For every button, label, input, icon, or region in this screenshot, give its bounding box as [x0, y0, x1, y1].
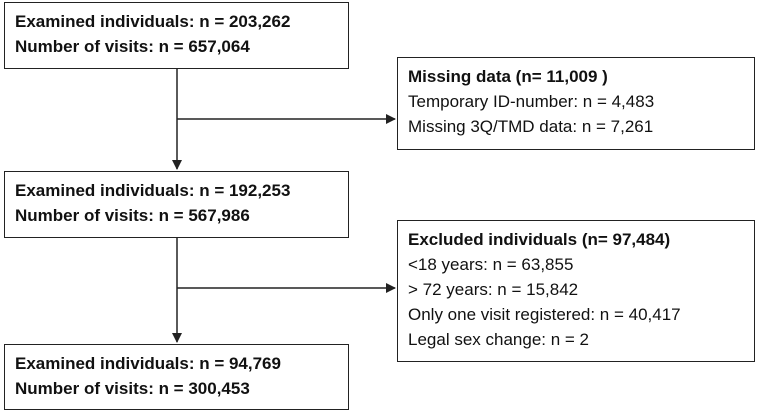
- examined-individuals-final: Examined individuals: n = 94,769: [15, 354, 281, 373]
- examined-box-after-missing: Examined individuals: n = 192,253 Number…: [4, 171, 349, 238]
- number-of-visits-initial: Number of visits: n = 657,064: [15, 37, 250, 56]
- missing-data-box: Missing data (n= 11,009 ) Temporary ID-n…: [397, 57, 755, 150]
- excluded-box: Excluded individuals (n= 97,484) <18 yea…: [397, 220, 755, 362]
- missing-item: Missing 3Q/TMD data: n = 7,261: [408, 117, 654, 136]
- examined-box-initial: Examined individuals: n = 203,262 Number…: [4, 2, 349, 69]
- excluded-item: > 72 years: n = 15,842: [408, 280, 579, 299]
- examined-box-final: Examined individuals: n = 94,769 Number …: [4, 344, 349, 410]
- examined-individuals-initial: Examined individuals: n = 203,262: [15, 12, 291, 31]
- number-of-visits-final: Number of visits: n = 300,453: [15, 379, 250, 398]
- excluded-item: <18 years: n = 63,855: [408, 255, 574, 274]
- excluded-item: Only one visit registered: n = 40,417: [408, 305, 681, 324]
- missing-item: Temporary ID-number: n = 4,483: [408, 92, 655, 111]
- excluded-title: Excluded individuals (n= 97,484): [408, 230, 671, 249]
- missing-data-title: Missing data (n= 11,009 ): [408, 67, 608, 86]
- number-of-visits-after-missing: Number of visits: n = 567,986: [15, 206, 250, 225]
- excluded-item: Legal sex change: n = 2: [408, 330, 589, 349]
- examined-individuals-after-missing: Examined individuals: n = 192,253: [15, 181, 291, 200]
